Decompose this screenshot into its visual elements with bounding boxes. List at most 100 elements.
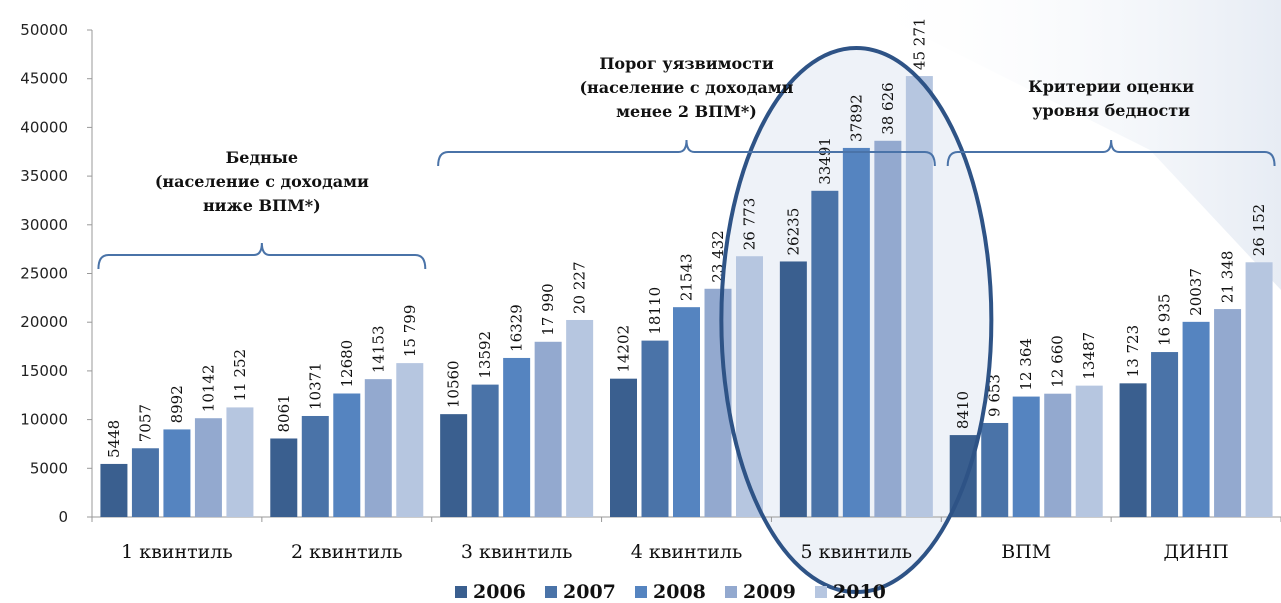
- bar-value-label: 17 990: [539, 283, 557, 336]
- bar-value-label: 18110: [646, 287, 664, 335]
- bar-value-label: 8061: [275, 394, 293, 432]
- bar-value-label: 26235: [784, 208, 802, 256]
- bar-value-label: 21 348: [1219, 251, 1237, 304]
- y-tick-label: 35000: [20, 167, 68, 185]
- bar-value-label: 21543: [678, 253, 696, 301]
- bar-value-label: 20 227: [571, 261, 589, 314]
- bar-value-label: 14202: [615, 325, 633, 373]
- bar-2007: [641, 340, 669, 517]
- annotation-text: уровня бедности: [1032, 101, 1190, 120]
- annotation-text: Бедные: [226, 148, 298, 167]
- x-tick-label: 2 квинтиль: [291, 541, 403, 563]
- x-tick-label: ВПМ: [1001, 541, 1051, 563]
- legend-swatch: [725, 586, 737, 598]
- legend-label: 2006: [473, 581, 526, 603]
- y-tick-label: 30000: [20, 216, 68, 234]
- legend-label: 2010: [833, 581, 886, 603]
- bar-2009: [364, 379, 392, 517]
- legend-label: 2009: [743, 581, 796, 603]
- bar-2006: [610, 378, 637, 517]
- y-tick-label: 50000: [20, 21, 68, 39]
- legend-label: 2008: [653, 581, 706, 603]
- bar-2007: [471, 384, 499, 517]
- bar-2007: [811, 190, 839, 517]
- bar-2010: [1075, 385, 1103, 517]
- bar-value-label: 10142: [199, 364, 217, 412]
- bar-value-label: 15 799: [401, 305, 419, 358]
- bar-2006: [270, 438, 298, 517]
- bar-2007: [301, 415, 329, 517]
- bar-value-label: 7057: [136, 404, 154, 442]
- bar-value-label: 12680: [338, 340, 356, 388]
- bar-2010: [1245, 262, 1273, 517]
- bar-value-label: 8992: [168, 385, 186, 423]
- bar-value-label: 13592: [476, 331, 494, 379]
- legend-swatch: [815, 586, 827, 598]
- bar-2009: [1044, 393, 1072, 517]
- background-decoration: [850, 0, 1281, 290]
- bar-2009: [194, 418, 222, 517]
- annotation-text: (население с доходами: [155, 172, 369, 191]
- y-tick-label: 5000: [30, 459, 68, 477]
- bar-value-label: 33491: [816, 137, 834, 185]
- bar-2008: [1182, 321, 1210, 517]
- bar-value-label: 45 271: [910, 18, 928, 71]
- y-tick-label: 0: [58, 508, 68, 526]
- y-tick-label: 10000: [20, 411, 68, 429]
- bar-value-label: 10371: [306, 362, 324, 410]
- y-tick-label: 15000: [20, 362, 68, 380]
- bar-2009: [874, 140, 902, 517]
- bar-2006: [100, 463, 128, 517]
- bar-2010: [905, 76, 933, 518]
- bar-value-label: 8410: [954, 391, 972, 429]
- bar-value-label: 9 653: [986, 374, 1004, 417]
- x-tick-label: ДИНП: [1163, 541, 1228, 563]
- bar-2006: [779, 261, 807, 517]
- x-tick-label: 4 квинтиль: [631, 541, 743, 563]
- bar-2009: [1214, 309, 1242, 517]
- bar-2007: [981, 422, 1009, 517]
- bar-2006: [440, 414, 468, 517]
- bar-2009: [534, 341, 562, 517]
- y-tick-label: 25000: [20, 265, 68, 283]
- bar-2010: [396, 363, 424, 517]
- bar-2008: [333, 393, 361, 517]
- bar-value-label: 11 252: [231, 349, 249, 402]
- bar-value-label: 20037: [1187, 268, 1205, 316]
- annotation-text: Порог уязвимости: [599, 54, 774, 73]
- bar-2010: [736, 256, 763, 517]
- bar-value-label: 26 773: [741, 198, 759, 251]
- x-tick-label: 3 квинтиль: [461, 541, 573, 563]
- bar-2008: [163, 429, 191, 517]
- y-tick-label: 40000: [20, 118, 68, 136]
- bar-value-label: 37892: [847, 94, 865, 142]
- bar-2008: [503, 357, 531, 517]
- annotation-text: (население с доходами: [579, 78, 793, 97]
- bar-value-label: 12 660: [1049, 335, 1067, 388]
- bar-value-label: 12 364: [1017, 338, 1035, 391]
- bar-value-label: 14153: [369, 325, 387, 373]
- bar-value-label: 5448: [105, 420, 123, 458]
- x-tick-label: 1 квинтиль: [121, 541, 233, 563]
- annotation-brace: [97, 242, 427, 270]
- legend-swatch: [635, 586, 647, 598]
- bar-2007: [1151, 352, 1179, 517]
- legend-swatch: [545, 586, 557, 598]
- bar-value-label: 13 723: [1124, 325, 1142, 378]
- bar-value-label: 16 935: [1156, 294, 1174, 347]
- legend-swatch: [455, 586, 467, 598]
- bar-2007: [131, 448, 159, 517]
- bar-2008: [1012, 396, 1040, 517]
- bar-value-label: 10560: [445, 360, 463, 408]
- y-tick-label: 45000: [20, 70, 68, 88]
- highlight-ellipse: [719, 46, 994, 594]
- annotation-text: Критерии оценки: [1028, 77, 1194, 96]
- annotation-text: менее 2 ВПМ*): [616, 102, 757, 121]
- y-tick-label: 20000: [20, 313, 68, 331]
- bar-2010: [566, 319, 594, 517]
- bar-value-label: 16329: [508, 304, 526, 352]
- legend-label: 2007: [563, 581, 616, 603]
- annotation-text: ниже ВПМ*): [203, 196, 321, 215]
